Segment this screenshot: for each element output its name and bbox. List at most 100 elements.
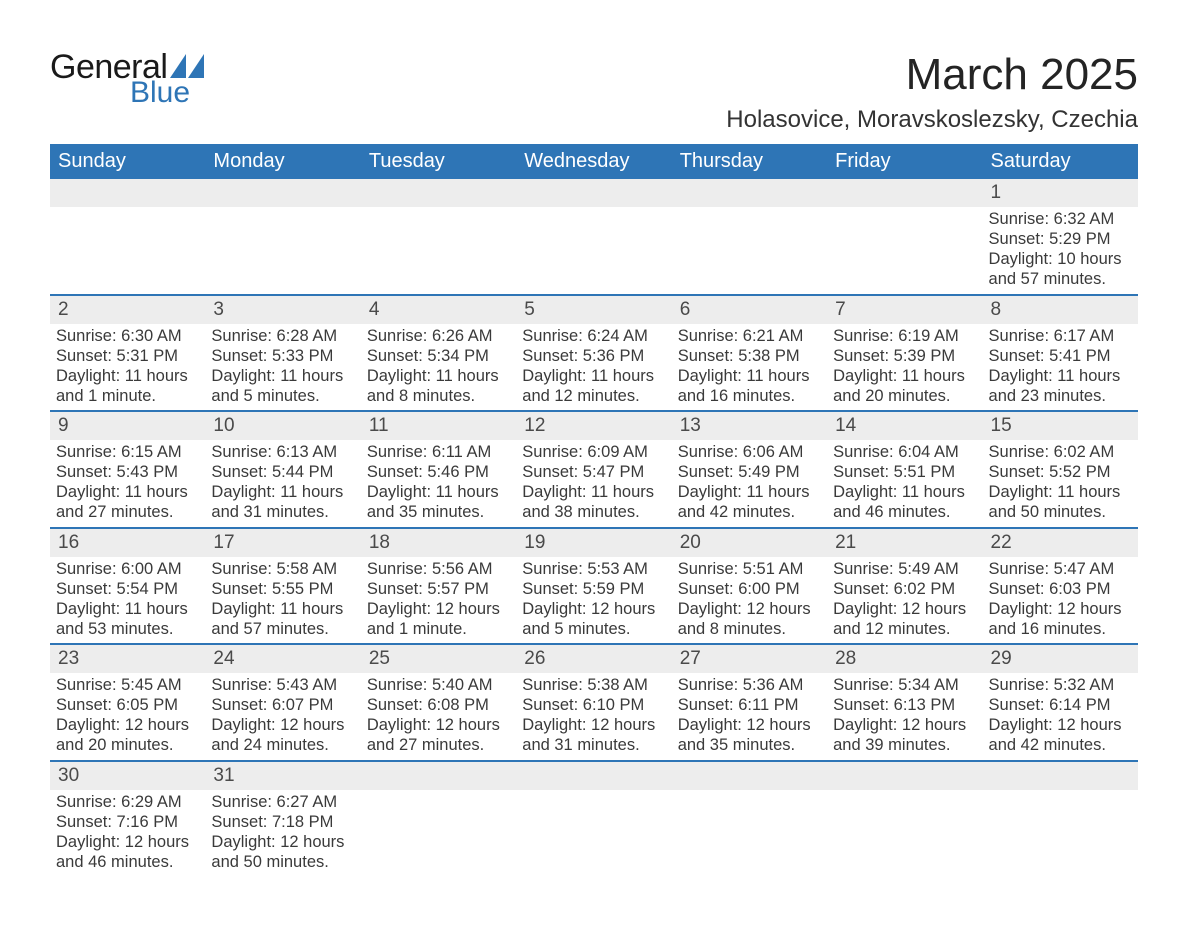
day-info-line: Daylight: 12 hours: [678, 599, 821, 619]
day-info-line: Daylight: 11 hours: [522, 366, 665, 386]
calendar-day: [827, 790, 982, 877]
dow-monday: Monday: [205, 144, 360, 179]
day-info-line: and 57 minutes.: [989, 269, 1132, 289]
day-info-line: Sunset: 5:59 PM: [522, 579, 665, 599]
day-number: 1: [983, 179, 1138, 207]
day-number: 22: [983, 529, 1138, 557]
day-info-line: Daylight: 11 hours: [56, 482, 199, 502]
calendar-day: Sunrise: 6:28 AMSunset: 5:33 PMDaylight:…: [205, 324, 360, 411]
calendar-day: [361, 790, 516, 877]
day-info: Sunrise: 5:40 AMSunset: 6:08 PMDaylight:…: [367, 673, 510, 756]
day-number: 5: [516, 296, 671, 324]
day-info-line: Sunset: 6:05 PM: [56, 695, 199, 715]
calendar-day: Sunrise: 6:04 AMSunset: 5:51 PMDaylight:…: [827, 440, 982, 527]
calendar-day: Sunrise: 6:26 AMSunset: 5:34 PMDaylight:…: [361, 324, 516, 411]
day-info-line: Sunrise: 6:00 AM: [56, 559, 199, 579]
day-number: 8: [983, 296, 1138, 324]
day-info-line: and 35 minutes.: [678, 735, 821, 755]
day-info-line: and 8 minutes.: [678, 619, 821, 639]
day-info-line: Daylight: 11 hours: [833, 366, 976, 386]
day-number: 23: [50, 645, 205, 673]
calendar-day: [827, 207, 982, 294]
day-info-line: Sunset: 5:52 PM: [989, 462, 1132, 482]
day-info: Sunrise: 6:28 AMSunset: 5:33 PMDaylight:…: [211, 324, 354, 407]
day-info-line: Daylight: 12 hours: [989, 715, 1132, 735]
day-info-line: Sunset: 7:18 PM: [211, 812, 354, 832]
day-info: Sunrise: 6:11 AMSunset: 5:46 PMDaylight:…: [367, 440, 510, 523]
day-number: 15: [983, 412, 1138, 440]
day-info-line: Daylight: 12 hours: [56, 715, 199, 735]
day-info-line: and 35 minutes.: [367, 502, 510, 522]
calendar-day: Sunrise: 5:43 AMSunset: 6:07 PMDaylight:…: [205, 673, 360, 760]
day-info-line: and 39 minutes.: [833, 735, 976, 755]
day-info-line: Sunrise: 5:43 AM: [211, 675, 354, 695]
day-number: 14: [827, 412, 982, 440]
calendar-day: Sunrise: 6:00 AMSunset: 5:54 PMDaylight:…: [50, 557, 205, 644]
day-info: Sunrise: 6:21 AMSunset: 5:38 PMDaylight:…: [678, 324, 821, 407]
dow-wednesday: Wednesday: [516, 144, 671, 179]
calendar-day: Sunrise: 5:49 AMSunset: 6:02 PMDaylight:…: [827, 557, 982, 644]
day-info-line: Sunset: 5:43 PM: [56, 462, 199, 482]
calendar-day: Sunrise: 6:27 AMSunset: 7:18 PMDaylight:…: [205, 790, 360, 877]
day-info-line: and 42 minutes.: [678, 502, 821, 522]
dow-tuesday: Tuesday: [361, 144, 516, 179]
day-number: 31: [205, 762, 360, 790]
day-info-line: and 12 minutes.: [522, 386, 665, 406]
calendar-day: Sunrise: 6:06 AMSunset: 5:49 PMDaylight:…: [672, 440, 827, 527]
day-info-line: and 53 minutes.: [56, 619, 199, 639]
day-info: Sunrise: 5:58 AMSunset: 5:55 PMDaylight:…: [211, 557, 354, 640]
day-info: Sunrise: 5:51 AMSunset: 6:00 PMDaylight:…: [678, 557, 821, 640]
day-info: Sunrise: 6:02 AMSunset: 5:52 PMDaylight:…: [989, 440, 1132, 523]
day-info-line: Sunset: 5:29 PM: [989, 229, 1132, 249]
calendar-week: 23242526272829Sunrise: 5:45 AMSunset: 6:…: [50, 643, 1138, 760]
day-info-line: and 20 minutes.: [56, 735, 199, 755]
dow-sunday: Sunday: [50, 144, 205, 179]
day-info-line: Daylight: 12 hours: [989, 599, 1132, 619]
day-info-line: Sunset: 5:46 PM: [367, 462, 510, 482]
brand-logo: General Blue: [50, 50, 204, 108]
calendar-week: 16171819202122Sunrise: 6:00 AMSunset: 5:…: [50, 527, 1138, 644]
day-info-line: and 46 minutes.: [833, 502, 976, 522]
day-info-line: Sunrise: 5:40 AM: [367, 675, 510, 695]
day-number: [516, 762, 671, 790]
day-info-line: and 8 minutes.: [367, 386, 510, 406]
day-info-line: Sunset: 5:33 PM: [211, 346, 354, 366]
day-number: 13: [672, 412, 827, 440]
day-info-line: and 46 minutes.: [56, 852, 199, 872]
day-info-line: and 20 minutes.: [833, 386, 976, 406]
day-info-line: and 50 minutes.: [211, 852, 354, 872]
day-number: [205, 179, 360, 207]
day-info: Sunrise: 5:32 AMSunset: 6:14 PMDaylight:…: [989, 673, 1132, 756]
day-info-line: Daylight: 11 hours: [211, 599, 354, 619]
day-info-line: Daylight: 12 hours: [522, 599, 665, 619]
day-info-line: Daylight: 11 hours: [56, 366, 199, 386]
calendar-day: Sunrise: 5:53 AMSunset: 5:59 PMDaylight:…: [516, 557, 671, 644]
day-info: Sunrise: 5:47 AMSunset: 6:03 PMDaylight:…: [989, 557, 1132, 640]
day-info-line: Sunset: 5:47 PM: [522, 462, 665, 482]
day-info: Sunrise: 6:17 AMSunset: 5:41 PMDaylight:…: [989, 324, 1132, 407]
day-info-line: Sunset: 6:08 PM: [367, 695, 510, 715]
day-info-line: Sunset: 6:14 PM: [989, 695, 1132, 715]
day-info-line: Sunrise: 6:32 AM: [989, 209, 1132, 229]
day-info: Sunrise: 6:15 AMSunset: 5:43 PMDaylight:…: [56, 440, 199, 523]
day-number: 4: [361, 296, 516, 324]
calendar-day: Sunrise: 6:32 AMSunset: 5:29 PMDaylight:…: [983, 207, 1138, 294]
day-info: Sunrise: 6:27 AMSunset: 7:18 PMDaylight:…: [211, 790, 354, 873]
day-number: 21: [827, 529, 982, 557]
day-info-line: Sunrise: 5:45 AM: [56, 675, 199, 695]
day-info: Sunrise: 6:19 AMSunset: 5:39 PMDaylight:…: [833, 324, 976, 407]
calendar-day: Sunrise: 6:19 AMSunset: 5:39 PMDaylight:…: [827, 324, 982, 411]
calendar-day: Sunrise: 5:36 AMSunset: 6:11 PMDaylight:…: [672, 673, 827, 760]
day-info-line: and 38 minutes.: [522, 502, 665, 522]
day-info-line: Sunrise: 6:17 AM: [989, 326, 1132, 346]
day-info-line: Sunrise: 6:26 AM: [367, 326, 510, 346]
calendar-day: [672, 790, 827, 877]
day-info-line: and 50 minutes.: [989, 502, 1132, 522]
day-info-line: Daylight: 11 hours: [56, 599, 199, 619]
day-info-line: Sunset: 5:51 PM: [833, 462, 976, 482]
day-number: 11: [361, 412, 516, 440]
calendar-day: [516, 790, 671, 877]
day-info-line: and 27 minutes.: [56, 502, 199, 522]
day-info-line: and 57 minutes.: [211, 619, 354, 639]
day-info-line: Sunset: 5:39 PM: [833, 346, 976, 366]
